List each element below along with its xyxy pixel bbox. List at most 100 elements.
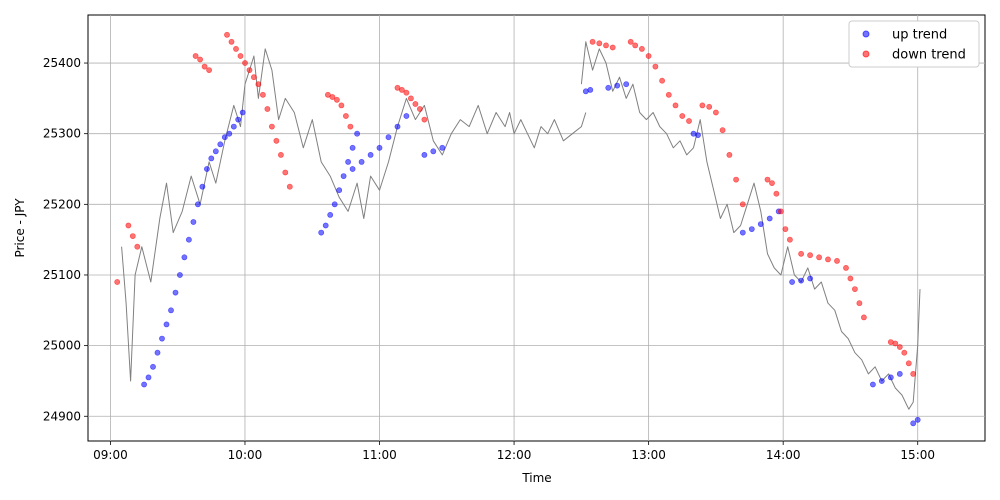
down-trend-point (773, 190, 780, 197)
y-axis-title: Price - JPY (13, 198, 27, 258)
up-trend-point (910, 420, 917, 427)
down-trend-point (246, 67, 253, 73)
down-trend-point (609, 44, 616, 51)
x-tick-label: 13:00 (631, 448, 666, 462)
up-trend-point (748, 226, 755, 232)
up-trend-point (327, 211, 334, 218)
down-trend-point (268, 123, 275, 130)
up-trend-point (199, 183, 206, 190)
down-trend-point (242, 60, 248, 66)
up-trend-point (194, 201, 201, 208)
down-trend-point (273, 137, 280, 144)
down-trend-point (286, 183, 293, 190)
down-trend-point (861, 314, 867, 321)
up-trend-point (739, 229, 746, 236)
up-trend-point (358, 158, 365, 165)
down-trend-point (778, 208, 784, 215)
down-trend-point (416, 106, 423, 112)
up-trend-point (168, 307, 174, 314)
down-trend-point (589, 38, 596, 45)
down-trend-point (255, 81, 262, 88)
up-trend-point (336, 187, 343, 194)
down-trend-point (277, 151, 284, 158)
down-trend-point (206, 67, 212, 73)
down-trend-point (237, 53, 244, 59)
up-trend-point (887, 374, 894, 381)
down-trend-point (228, 38, 235, 45)
down-trend-point (686, 118, 692, 124)
down-trend-point (259, 91, 266, 98)
down-trend-point (596, 40, 603, 47)
down-trend-point (129, 233, 136, 239)
legend-label-down-trend: down trend (892, 48, 966, 63)
down-trend-point (224, 31, 230, 38)
down-trend-point (659, 77, 665, 84)
up-trend-point (367, 151, 374, 158)
down-trend-point (347, 123, 354, 130)
up-trend-point (376, 144, 383, 151)
up-trend-point (614, 82, 621, 89)
down-trend-point (627, 38, 634, 45)
down-trend-point (834, 257, 840, 264)
down-trend-point (645, 53, 652, 59)
legend: up trend down trend (848, 20, 980, 68)
y-tick-label: 24900 (43, 409, 81, 423)
up-trend-point (349, 144, 356, 151)
down-trend-point (699, 102, 706, 109)
down-trend-point (787, 236, 793, 243)
down-trend-point (769, 180, 775, 186)
up-trend-point (421, 151, 428, 158)
x-axis-title: Time (521, 471, 551, 485)
up-trend-point (145, 374, 152, 381)
up-trend-point (212, 148, 219, 155)
up-trend-point (766, 215, 773, 222)
down-trend-point (639, 46, 645, 52)
x-tick-label: 14:00 (766, 448, 801, 462)
up-trend-point (807, 275, 813, 282)
up-trend-point (340, 173, 347, 179)
down-trend-point (892, 340, 899, 347)
legend-marker-down-trend (862, 50, 870, 58)
down-trend-point (398, 87, 405, 93)
up-trend-point (226, 130, 233, 137)
up-trend-point (185, 236, 192, 243)
down-trend-point (798, 250, 804, 257)
x-tick-label: 11:00 (362, 448, 397, 462)
price-line (121, 48, 587, 382)
plot-area (87, 14, 986, 442)
y-tick-label: 25100 (43, 268, 81, 282)
up-trend-point (203, 166, 210, 172)
down-trend-point (603, 42, 609, 49)
up-trend-point (331, 201, 338, 208)
down-trend-point (403, 89, 410, 96)
down-trend-point (324, 91, 331, 98)
x-tick-label: 15:00 (900, 448, 935, 462)
up-trend-point (345, 158, 351, 165)
down-trend-point (342, 113, 349, 119)
down-trend-point (719, 127, 726, 134)
legend-label-up-trend: up trend (892, 28, 947, 43)
down-trend-point (825, 256, 831, 263)
down-trend-point (665, 91, 672, 98)
down-trend-point (632, 42, 639, 49)
down-trend-point (282, 169, 289, 176)
up-trend-point (878, 378, 885, 384)
down-trend-point (706, 103, 713, 110)
down-trend-point (807, 252, 813, 259)
legend-marker-up-trend (862, 30, 870, 38)
down-trend-point (114, 279, 121, 285)
up-trend-point (208, 155, 215, 162)
down-trend-point (905, 360, 912, 367)
down-trend-point (412, 101, 419, 107)
up-trend-point (159, 335, 165, 342)
down-trend-point (197, 56, 203, 63)
down-trend-point (250, 74, 257, 81)
up-trend-point (172, 289, 179, 296)
up-trend-point (695, 132, 701, 138)
down-trend-point (901, 349, 908, 356)
down-trend-point (910, 370, 917, 377)
up-trend-point (230, 123, 237, 130)
up-trend-point (394, 123, 401, 130)
up-trend-point (150, 363, 156, 370)
